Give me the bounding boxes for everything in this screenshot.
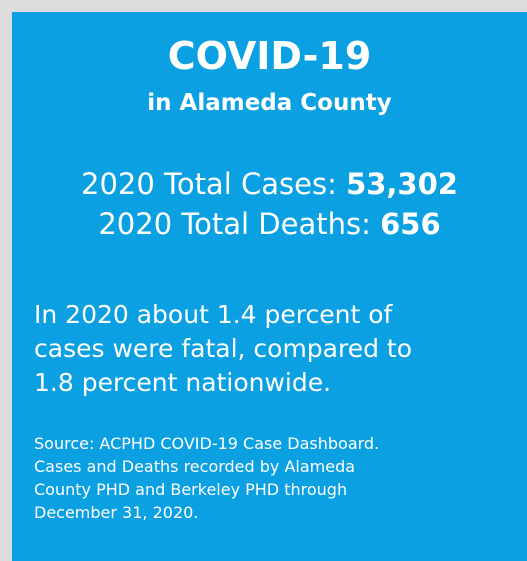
info-card: COVID-19 in Alameda County 2020 Total Ca… xyxy=(12,12,527,561)
body-line: 1.8 percent nationwide. xyxy=(34,368,332,397)
subtitle: in Alameda County xyxy=(147,90,392,116)
source-note: Source: ACPHD COVID-19 Case Dashboard. Ca… xyxy=(34,432,379,524)
source-line: County PHD and Berkeley PHD through xyxy=(34,480,348,499)
stat-row: 2020 Total Cases: 53,302 xyxy=(12,164,527,204)
stat-label: 2020 Total Deaths: xyxy=(98,207,371,241)
body-line: In 2020 about 1.4 percent of xyxy=(34,300,393,329)
stats: 2020 Total Cases: 53,302 2020 Total Death… xyxy=(12,164,527,244)
stat-value: 53,302 xyxy=(346,167,458,201)
source-line: Source: ACPHD COVID-19 Case Dashboard. xyxy=(34,434,380,453)
stat-value: 656 xyxy=(380,207,441,241)
body-text: In 2020 about 1.4 percent of cases were f… xyxy=(34,298,412,400)
title: COVID-19 xyxy=(167,34,372,78)
source-line: December 31, 2020. xyxy=(34,503,199,522)
stat-row: 2020 Total Deaths: 656 xyxy=(12,204,527,244)
body-line: cases were fatal, compared to xyxy=(34,334,413,363)
source-line: Cases and Deaths recorded by Alameda xyxy=(34,457,356,476)
stat-label: 2020 Total Cases: xyxy=(81,167,337,201)
